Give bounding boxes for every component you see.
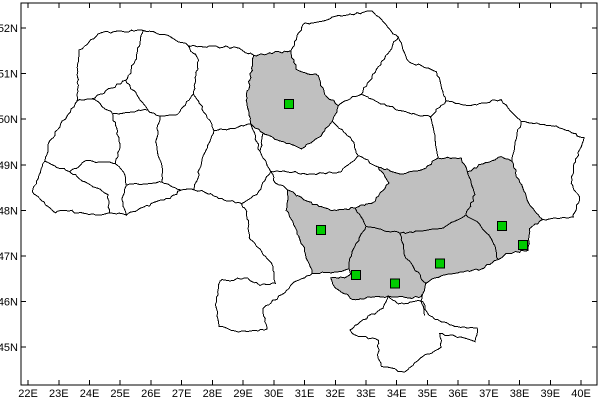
region-zaporizhzhia [399, 214, 499, 284]
x-tick-label: 24E [80, 388, 100, 400]
region-crimea [349, 295, 479, 373]
region-volyn [76, 29, 144, 102]
site-marker [435, 258, 446, 269]
site-marker [351, 270, 362, 281]
y-tick-label: 49N [0, 160, 18, 172]
x-tick-label: 38E [510, 388, 530, 400]
region-donetsk [465, 156, 544, 261]
x-tick-label: 35E [418, 388, 438, 400]
y-tick-label: 46N [0, 297, 18, 309]
y-tick-label: 47N [0, 251, 18, 263]
x-tick-label: 30E [264, 388, 284, 400]
site-marker [517, 240, 528, 251]
y-tick-label: 45N [0, 342, 18, 354]
x-tick-label: 31E [295, 388, 315, 400]
x-tick-label: 23E [49, 388, 69, 400]
site-marker [390, 278, 401, 289]
x-tick-label: 36E [448, 388, 468, 400]
site-marker [284, 99, 295, 110]
x-tick-label: 34E [387, 388, 407, 400]
x-tick-label: 22E [18, 388, 38, 400]
arabat-spit [420, 294, 425, 316]
x-tick-label: 40E [571, 388, 591, 400]
x-tick-label: 28E [203, 388, 223, 400]
axes-frame [20, 2, 598, 386]
region-lviv [44, 98, 121, 173]
x-tick-label: 37E [479, 388, 499, 400]
x-tick-label: 32E [325, 388, 345, 400]
x-tick-label: 27E [172, 388, 192, 400]
y-tick-label: 48N [0, 205, 18, 217]
x-tick-label: 29E [233, 388, 253, 400]
site-marker [316, 225, 327, 236]
y-tick-label: 51N [0, 69, 18, 81]
x-tick-label: 26E [141, 388, 161, 400]
x-tick-label: 39E [541, 388, 561, 400]
y-tick-label: 50N [0, 114, 18, 126]
site-marker [497, 220, 508, 231]
y-tick-label: 52N [0, 23, 18, 35]
x-tick-label: 33E [356, 388, 376, 400]
x-tick-label: 25E [110, 388, 130, 400]
